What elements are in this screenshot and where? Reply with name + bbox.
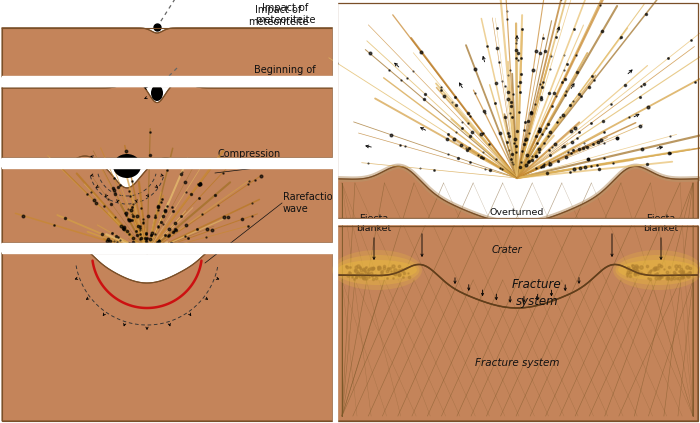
Text: Fracture
system: Fracture system [512,278,562,308]
Text: Impact of
meteoriteite: Impact of meteoriteite [248,5,308,27]
Polygon shape [2,28,333,77]
Polygon shape [337,166,698,421]
Text: Fracture system: Fracture system [475,358,559,368]
Ellipse shape [615,255,700,285]
Text: Ejecta: Ejecta [298,158,328,168]
Text: Impact of
meteoriteite: Impact of meteoriteite [255,3,315,25]
Ellipse shape [151,85,163,101]
Text: Overturned
crater rim: Overturned crater rim [490,208,544,227]
Polygon shape [2,156,333,243]
Text: Compression
wave: Compression wave [217,149,280,171]
Ellipse shape [613,250,700,290]
Ellipse shape [337,260,417,280]
Bar [2,28,333,76]
Polygon shape [2,80,333,158]
Text: Ejecta
blanket: Ejecta blanket [643,214,678,233]
Text: Ejecta
blanket: Ejecta blanket [356,214,391,233]
Ellipse shape [332,250,422,290]
Text: Beginning of
shock wave: Beginning of shock wave [254,65,316,88]
Bar [2,168,333,243]
Text: Crater: Crater [491,245,522,255]
Bar [2,253,333,421]
Polygon shape [337,264,698,421]
Bar [2,86,333,158]
Bar [337,3,698,218]
Polygon shape [2,245,333,421]
Ellipse shape [113,154,141,178]
Ellipse shape [335,255,419,285]
Bar [337,226,698,421]
Ellipse shape [618,260,698,280]
Text: Rarefaction
wave: Rarefaction wave [283,192,339,214]
